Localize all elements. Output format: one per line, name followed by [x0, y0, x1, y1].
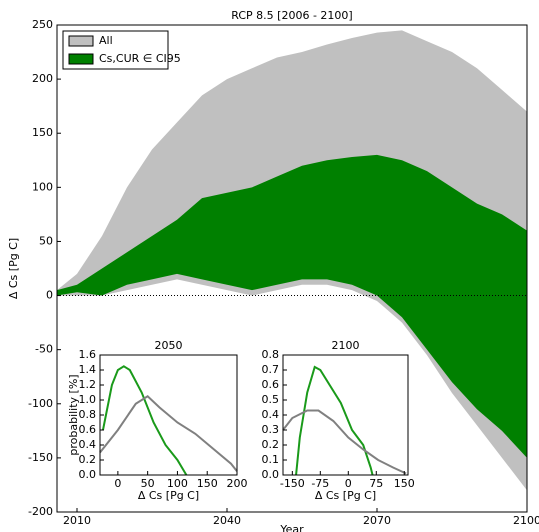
legend-label: All [99, 34, 113, 47]
y-tick-label: 0.8 [262, 348, 280, 361]
y-tick-label: 1.0 [79, 393, 97, 406]
y-tick-label: 200 [32, 72, 53, 85]
x-tick-label: 2100 [513, 514, 539, 527]
y-tick-label: 0 [46, 289, 53, 302]
plot-frame [56, 24, 528, 513]
y-axis-label: probability [%] [67, 374, 80, 455]
x-tick-label: 2010 [63, 514, 91, 527]
y-axis-label: Δ Cs [Pg C] [7, 238, 20, 299]
chart-title: RCP 8.5 [2006 - 2100] [231, 9, 352, 22]
chart-panel: -150 -75 0 75 150 0.0 0.1 0.2 0.3 0.4 0.5 0.6 0.7 0.8… [262, 339, 415, 502]
y-tick-label: 100 [32, 180, 53, 193]
x-tick-label: 0 [114, 477, 121, 490]
line-series [99, 394, 238, 472]
x-tick-label: 150 [197, 477, 218, 490]
chart-title: 2100 [332, 339, 360, 352]
y-tick-label: 1.4 [79, 363, 97, 376]
area-band [57, 154, 527, 458]
y-tick-label: 0.0 [262, 468, 280, 481]
x-tick-label: 75 [369, 477, 383, 490]
y-tick-label: 0.4 [262, 408, 280, 421]
y-tick-label: 0.6 [79, 423, 97, 436]
line-series [282, 409, 407, 475]
legend-label: Cs,CUR ∈ CI95 [99, 52, 181, 65]
y-tick-label: 0.4 [79, 438, 97, 451]
chart-panel: 0 50 100 150 200 0.0 0.2 0.4 0.6 0.8 1.0 1.2 1.4 1.6 2… [67, 339, 248, 502]
line-series [101, 365, 188, 476]
y-tick-label: 0.2 [79, 453, 97, 466]
x-tick-label: 2040 [213, 514, 241, 527]
y-tick-label: 0.5 [262, 393, 280, 406]
x-axis-label: Δ Cs [Pg C] [315, 489, 376, 502]
y-tick-label: -50 [35, 343, 53, 356]
x-axis-label: Δ Cs [Pg C] [138, 489, 199, 502]
y-tick-label: -100 [28, 397, 53, 410]
y-tick-label: 0.6 [262, 378, 280, 391]
y-tick-label: 0.7 [262, 363, 280, 376]
x-tick-label: 0 [345, 477, 352, 490]
x-tick-label: 50 [141, 477, 155, 490]
y-tick-label: 0.1 [262, 453, 280, 466]
x-tick-label: 150 [394, 477, 415, 490]
x-tick-label: -75 [311, 477, 329, 490]
x-tick-label: -150 [280, 477, 305, 490]
chart-title: 2050 [155, 339, 183, 352]
y-tick-label: 150 [32, 126, 53, 139]
x-axis-label: Year [279, 523, 304, 532]
y-tick-label: 250 [32, 18, 53, 31]
legend-swatch [68, 35, 94, 47]
y-tick-label: 1.2 [79, 378, 97, 391]
y-tick-label: -200 [28, 505, 53, 518]
y-tick-label: 50 [39, 234, 53, 247]
y-tick-label: -150 [28, 451, 53, 464]
x-tick-label: 2070 [363, 514, 391, 527]
legend-swatch [68, 53, 94, 65]
y-tick-label: 0.3 [262, 423, 280, 436]
x-tick-label: 100 [167, 477, 188, 490]
line-series [295, 365, 374, 476]
y-tick-label: 1.6 [79, 348, 97, 361]
y-tick-label: 0.2 [262, 438, 280, 451]
y-tick-label: 0.8 [79, 408, 97, 421]
legend: All Cs,CUR ∈ CI95 [62, 30, 181, 70]
y-tick-label: 0.0 [79, 468, 97, 481]
x-tick-label: 200 [227, 477, 248, 490]
